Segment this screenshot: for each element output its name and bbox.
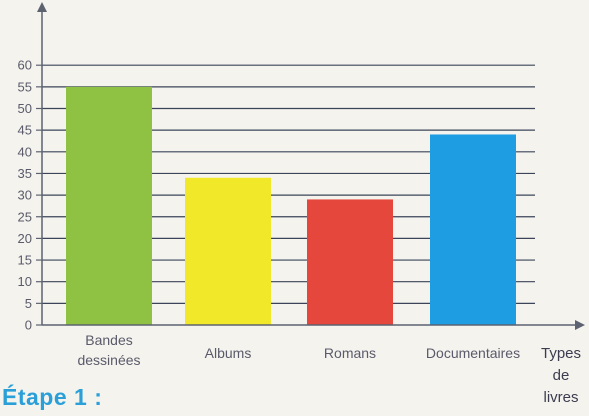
y-tick-label-40: 40 (18, 144, 32, 159)
y-tick-label-0: 0 (25, 318, 32, 333)
category-label-0-1: dessinées (77, 352, 140, 368)
x-axis-arrow (575, 320, 585, 330)
y-tick-label-60: 60 (18, 58, 32, 73)
bar-3 (430, 134, 516, 325)
bar-2 (307, 199, 393, 325)
x-axis-title-line-1: de (553, 367, 570, 384)
category-label-3-0: Documentaires (426, 345, 520, 361)
y-tick-label-35: 35 (18, 166, 32, 181)
category-label-1-0: Albums (205, 345, 252, 361)
y-axis-arrow (37, 2, 47, 12)
category-label-0-0: Bandes (85, 332, 132, 348)
y-tick-label-55: 55 (18, 79, 32, 94)
bar-0 (66, 86, 152, 325)
step-heading: Étape 1 : (2, 384, 103, 410)
y-tick-label-45: 45 (18, 123, 32, 138)
y-tick-label-25: 25 (18, 209, 32, 224)
y-tick-label-20: 20 (18, 231, 32, 246)
y-tick-label-50: 50 (18, 101, 32, 116)
bar-1 (185, 177, 271, 325)
y-tick-label-5: 5 (25, 296, 32, 311)
category-label-2-0: Romans (324, 345, 376, 361)
x-axis-title-line-2: livres (543, 389, 578, 406)
x-axis-title-line-0: Types (541, 345, 581, 362)
y-tick-label-15: 15 (18, 253, 32, 268)
y-tick-label-10: 10 (18, 274, 32, 289)
y-tick-label-30: 30 (18, 188, 32, 203)
